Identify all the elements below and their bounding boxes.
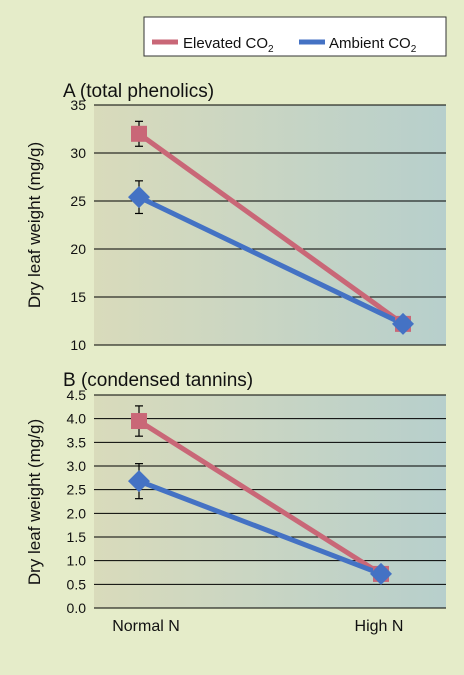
data-point-square (131, 413, 147, 430)
panel-b-y-tick-labels: 0.0 0.5 1.0 1.5 2.0 2.5 3.0 3.5 4.0 4.5 (67, 387, 87, 616)
panel-a-y-tick-labels: 10 15 20 25 30 35 (70, 97, 86, 353)
panel-b-title: B (condensed tannins) (63, 370, 253, 391)
y-tick-label: 2.0 (67, 505, 87, 521)
y-tick-label: 10 (70, 337, 86, 353)
legend-label-elevated: Elevated CO2 (183, 35, 274, 55)
y-tick-label: 20 (70, 241, 86, 257)
y-tick-label: 0.5 (67, 576, 87, 592)
panel-b-x-tick-labels: Normal N High N (112, 618, 403, 635)
legend-sub-elevated: 2 (268, 44, 274, 55)
y-tick-label: 4.0 (67, 411, 87, 427)
y-tick-label: 30 (70, 145, 86, 161)
legend-sub-ambient: 2 (411, 44, 417, 55)
legend-box (143, 16, 447, 57)
y-tick-label: 1.5 (67, 529, 87, 545)
series-line (138, 478, 382, 577)
y-tick-label: 3.0 (67, 458, 87, 474)
legend-label-ambient: Ambient CO2 (329, 35, 417, 55)
y-tick-label: 0.0 (67, 600, 87, 616)
data-point-diamond (370, 562, 392, 585)
data-point-diamond (128, 186, 150, 209)
data-point-diamond (128, 470, 150, 493)
panel-b-y-axis-label: Dry leaf weight (mg/g) (25, 419, 44, 585)
panel-a: A (total phenolics) 10 15 20 25 30 35 Dry lea… (25, 81, 446, 353)
y-tick-label: 15 (70, 289, 86, 305)
panel-b: B (condensed tannins) 0.0 0.5 1.0 1.5 2.0 2.5… (25, 370, 446, 635)
data-point-square (131, 125, 147, 142)
legend: Elevated CO2 Ambient CO2 (143, 16, 447, 57)
x-tick-label: High N (355, 618, 404, 635)
series-line (137, 194, 405, 327)
panel-a-series (128, 120, 414, 335)
y-tick-label: 3.5 (67, 434, 87, 450)
y-tick-label: 1.0 (67, 553, 87, 569)
panel-b-grid (94, 394, 446, 609)
x-tick-label: Normal N (112, 618, 180, 635)
series-line (137, 131, 405, 326)
panel-a-y-axis-label: Dry leaf weight (mg/g) (25, 142, 44, 308)
y-tick-label: 4.5 (67, 387, 87, 403)
y-tick-label: 35 (70, 97, 86, 113)
y-tick-label: 2.5 (67, 482, 87, 498)
panel-a-title: A (total phenolics) (63, 81, 214, 102)
data-point-diamond (392, 312, 414, 335)
series-line (137, 418, 383, 577)
panel-b-series (128, 405, 392, 585)
y-tick-label: 25 (70, 193, 86, 209)
